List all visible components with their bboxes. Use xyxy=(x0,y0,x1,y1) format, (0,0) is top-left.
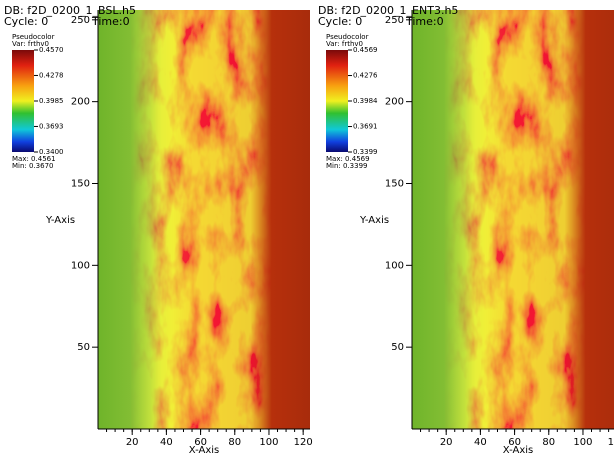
legend-min: Min: 0.3670 xyxy=(12,162,54,170)
cycle-label: Cycle: 0 xyxy=(318,15,362,28)
x-tick-label: 120 xyxy=(294,437,313,448)
legend-tick-label: 0.4276 xyxy=(353,72,378,80)
color-bar xyxy=(326,50,348,152)
y-axis-label: Y-Axis xyxy=(45,215,75,226)
x-tick-label: 100 xyxy=(573,437,592,448)
database-label: DB: f2D_0200_1_BSL.h5 xyxy=(4,4,136,17)
x-tick-label: 100 xyxy=(259,437,278,448)
y-tick-label: 100 xyxy=(385,260,404,271)
x-tick-label: 20 xyxy=(440,437,453,448)
turbulence xyxy=(412,10,614,429)
y-tick-label: 50 xyxy=(391,342,404,353)
x-tick-label: 60 xyxy=(508,437,521,448)
y-tick-label: 150 xyxy=(71,178,90,189)
legend-variable: Var: frthv0 xyxy=(326,40,363,48)
y-tick-label: 250 xyxy=(385,15,404,26)
plot-panel: 20 40 60 80 100 120 50 100 150 200 250 X-Axis Y-Axis… xyxy=(318,4,614,456)
x-tick-label: 60 xyxy=(194,437,207,448)
legend-max: Max: 0.4561 xyxy=(12,155,56,163)
time-label: Time:0 xyxy=(405,15,444,28)
y-axis-label: Y-Axis xyxy=(359,215,389,226)
time-label: Time:0 xyxy=(91,15,130,28)
legend-tick-label: 0.3693 xyxy=(39,122,64,130)
legend-min: Min: 0.3399 xyxy=(326,162,368,170)
plot-panel: 20 40 60 80 100 120 50 100 150 200 250 X-Axis Y-Axis… xyxy=(4,4,313,456)
legend-title: Pseudocolor xyxy=(12,33,55,41)
legend-tick-label: 0.3984 xyxy=(353,97,378,105)
legend-tick-label: 0.4569 xyxy=(353,46,378,54)
x-tick-label: 80 xyxy=(228,437,241,448)
legend-tick-label: 0.3400 xyxy=(39,148,64,156)
x-tick-label: 80 xyxy=(542,437,555,448)
legend-tick-label: 0.3691 xyxy=(353,123,378,131)
turbulence xyxy=(98,10,310,429)
y-tick-label: 50 xyxy=(77,342,90,353)
x-axis-label: X-Axis xyxy=(503,445,534,456)
legend-tick-label: 0.4278 xyxy=(39,71,64,79)
legend-title: Pseudocolor xyxy=(326,33,369,41)
x-axis-label: X-Axis xyxy=(189,445,220,456)
legend-tick-label: 0.4570 xyxy=(39,46,64,54)
legend-max: Max: 0.4569 xyxy=(326,155,370,163)
y-tick-label: 100 xyxy=(71,260,90,271)
y-tick-label: 250 xyxy=(71,15,90,26)
y-tick-label: 200 xyxy=(385,97,404,108)
y-tick-label: 150 xyxy=(385,178,404,189)
x-tick-label: 40 xyxy=(160,437,173,448)
x-tick-label: 120 xyxy=(608,437,614,448)
cycle-label: Cycle: 0 xyxy=(4,15,48,28)
legend-variable: Var: frthv0 xyxy=(12,40,49,48)
legend-tick-label: 0.3399 xyxy=(353,148,378,156)
x-tick-label: 20 xyxy=(126,437,139,448)
y-tick-label: 200 xyxy=(71,97,90,108)
color-bar xyxy=(12,50,34,152)
x-tick-label: 40 xyxy=(474,437,487,448)
database-label: DB: f2D_0200_1_ENT3.h5 xyxy=(318,4,458,17)
legend-tick-label: 0.3985 xyxy=(39,97,64,105)
